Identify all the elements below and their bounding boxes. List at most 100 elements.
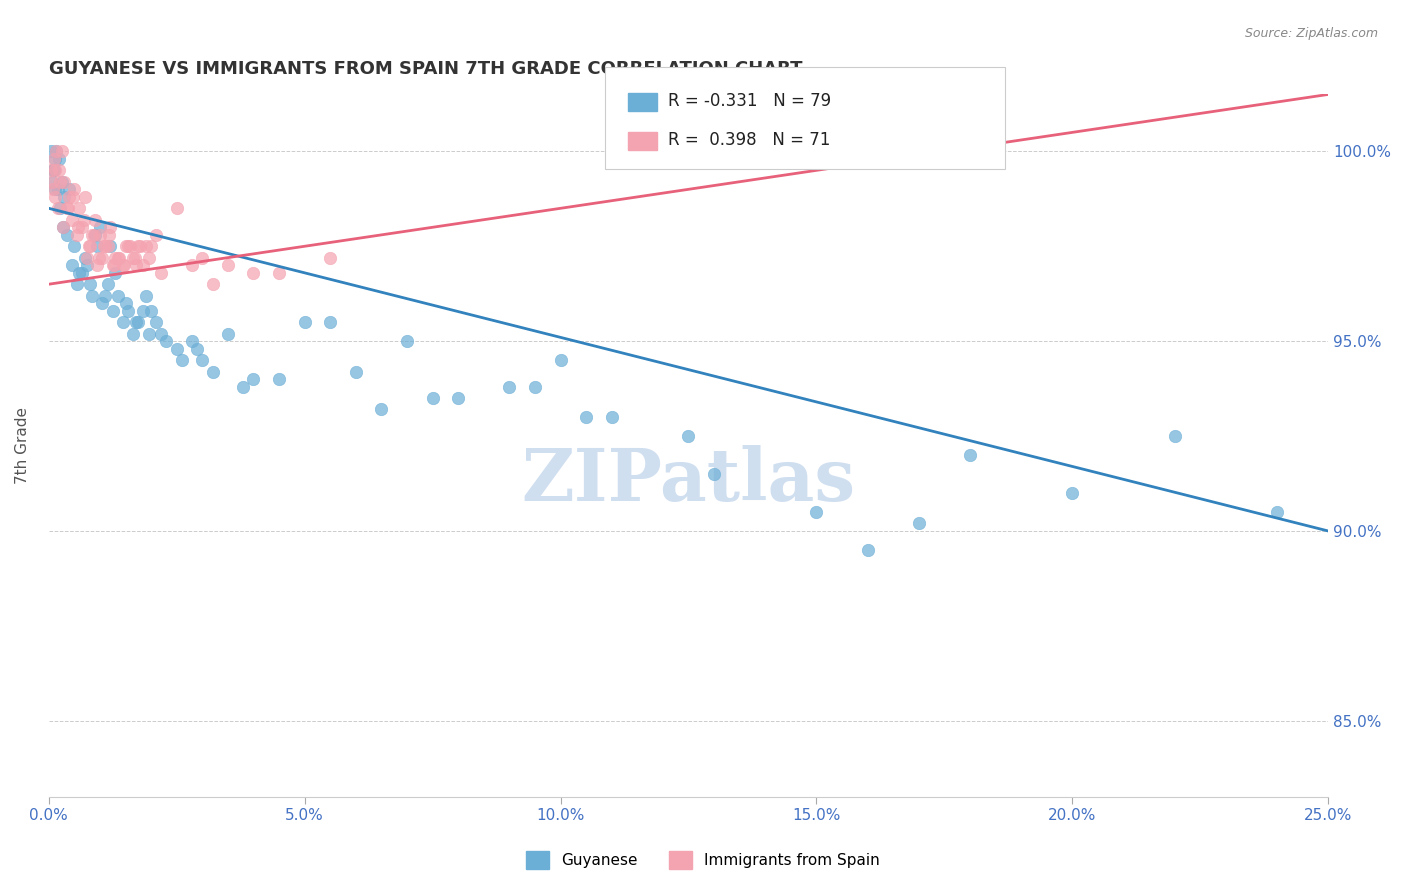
Point [69, 266, 91, 280]
Point [550, 353, 572, 368]
Y-axis label: 7th Grade: 7th Grade [15, 407, 30, 484]
Point [127, 239, 149, 253]
Point [217, 258, 239, 272]
Point [98, 220, 121, 235]
Point [86, 258, 108, 272]
Point [46, 202, 69, 216]
Point [94, 288, 117, 302]
Point [41, 175, 63, 189]
Point [1163, 429, 1185, 443]
Point [97, 277, 120, 292]
Point [114, 258, 136, 272]
Point [117, 303, 139, 318]
Point [60, 212, 83, 227]
Point [45, 145, 67, 159]
Point [93, 239, 115, 253]
Point [575, 410, 598, 425]
Point [125, 315, 148, 329]
Point [83, 227, 105, 242]
Point [44, 152, 66, 166]
Point [132, 303, 155, 318]
Point [103, 258, 125, 272]
Point [62, 190, 84, 204]
Point [86, 239, 108, 253]
Point [79, 239, 101, 253]
Point [201, 277, 224, 292]
Point [139, 303, 162, 318]
Point [42, 163, 65, 178]
Point [138, 326, 160, 341]
Point [186, 342, 208, 356]
Point [191, 353, 214, 368]
Point [1062, 486, 1084, 500]
Point [39, 145, 62, 159]
Point [703, 467, 725, 481]
Point [959, 448, 981, 462]
Point [91, 251, 114, 265]
Point [82, 288, 104, 302]
Point [83, 227, 105, 242]
Point [104, 251, 127, 265]
Text: R = -0.331   N = 79: R = -0.331 N = 79 [668, 92, 831, 110]
Point [135, 239, 157, 253]
Point [49, 202, 72, 216]
Point [73, 190, 96, 204]
Point [91, 296, 114, 310]
Point [1265, 505, 1288, 519]
Point [77, 239, 100, 253]
Point [242, 372, 264, 386]
Point [127, 315, 149, 329]
Point [181, 258, 204, 272]
Point [76, 251, 98, 265]
Point [83, 212, 105, 227]
Point [122, 326, 145, 341]
Point [319, 315, 342, 329]
Point [191, 251, 214, 265]
Point [63, 239, 86, 253]
Legend: Guyanese, Immigrants from Spain: Guyanese, Immigrants from Spain [520, 845, 886, 875]
Point [124, 251, 146, 265]
Point [94, 239, 117, 253]
Point [806, 505, 828, 519]
Point [48, 152, 70, 166]
Point [46, 182, 69, 196]
Point [856, 543, 879, 558]
Point [267, 372, 290, 386]
Point [135, 288, 157, 302]
Point [806, 136, 828, 151]
Point [98, 239, 121, 253]
Point [53, 175, 76, 189]
Point [70, 220, 93, 235]
Point [51, 175, 73, 189]
Point [242, 266, 264, 280]
Point [70, 266, 93, 280]
Point [523, 380, 546, 394]
Point [117, 239, 139, 253]
Point [422, 391, 444, 405]
Point [201, 365, 224, 379]
Point [66, 277, 89, 292]
Point [104, 266, 127, 280]
Point [52, 220, 75, 235]
Point [66, 227, 89, 242]
Point [55, 227, 77, 242]
Point [138, 251, 160, 265]
Point [111, 258, 134, 272]
Point [107, 251, 129, 265]
Point [39, 163, 62, 178]
Point [60, 258, 83, 272]
Point [294, 315, 316, 329]
Point [42, 152, 65, 166]
Point [344, 365, 367, 379]
Point [76, 258, 98, 272]
Point [89, 227, 111, 242]
Point [132, 258, 155, 272]
Point [108, 251, 131, 265]
Point [107, 288, 129, 302]
Point [150, 326, 173, 341]
Point [678, 429, 700, 443]
Point [150, 266, 173, 280]
Point [170, 353, 193, 368]
Point [139, 239, 162, 253]
Point [73, 251, 96, 265]
